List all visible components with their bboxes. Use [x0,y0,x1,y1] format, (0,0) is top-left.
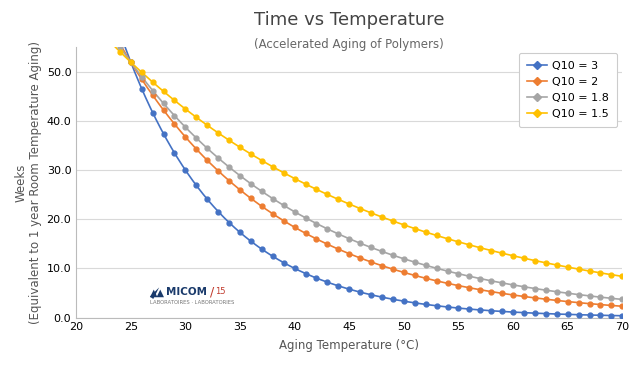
Text: /: / [210,285,214,299]
Text: LABORATOIRES · LABORATORIES: LABORATOIRES · LABORATORIES [150,300,234,305]
Text: ▲▲: ▲▲ [150,288,165,298]
Text: 15: 15 [215,287,226,296]
Legend: Q10 = 3, Q10 = 2, Q10 = 1.8, Q10 = 1.5: Q10 = 3, Q10 = 2, Q10 = 1.8, Q10 = 1.5 [519,53,617,127]
Y-axis label: Weeks
(Equivalent to 1 year Room Temperature Aging): Weeks (Equivalent to 1 year Room Tempera… [15,41,43,324]
Text: (Accelerated Aging of Polymers): (Accelerated Aging of Polymers) [255,38,444,51]
Text: MICOM: MICOM [166,287,207,297]
X-axis label: Aging Temperature (°C): Aging Temperature (°C) [279,339,419,352]
Text: Time vs Temperature: Time vs Temperature [254,11,444,29]
